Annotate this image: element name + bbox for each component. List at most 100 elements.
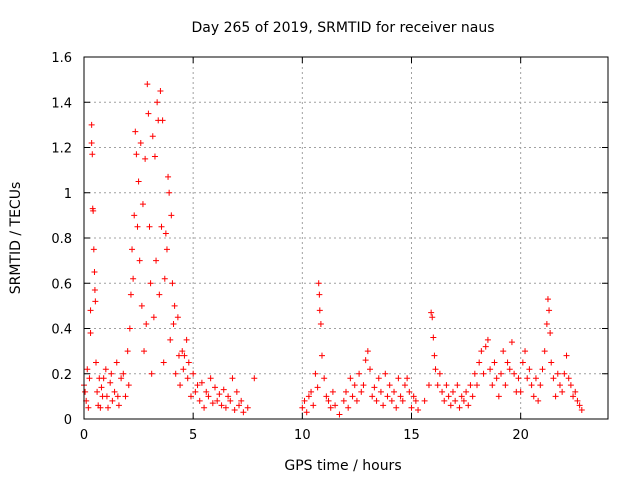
data-point: [482, 343, 489, 350]
data-point: [194, 382, 201, 389]
data-point: [544, 296, 551, 303]
data-point: [84, 366, 91, 373]
grid-lines: [84, 57, 608, 419]
data-point: [547, 330, 554, 337]
data-point: [192, 388, 199, 395]
data-point: [404, 375, 411, 382]
data-point: [360, 382, 367, 389]
data-point: [144, 81, 151, 88]
data-point: [524, 375, 531, 382]
x-tick-label: 5: [189, 428, 197, 443]
data-point: [207, 375, 214, 382]
chart-title: Day 265 of 2019, SRMTID for receiver nau…: [191, 20, 494, 36]
data-point: [165, 173, 172, 180]
data-point: [196, 397, 203, 404]
data-point: [332, 402, 339, 409]
data-point: [349, 393, 356, 400]
data-point: [358, 388, 365, 395]
y-tick-label: 1: [64, 187, 72, 202]
data-point: [487, 366, 494, 373]
data-point: [179, 348, 186, 355]
data-point: [156, 291, 163, 298]
data-point: [89, 151, 96, 158]
data-point: [388, 397, 395, 404]
data-point: [229, 375, 236, 382]
data-point: [175, 352, 182, 359]
x-axis-title: GPS time / hours: [284, 458, 401, 474]
data-point: [92, 298, 99, 305]
data-point: [441, 397, 448, 404]
data-point: [449, 388, 456, 395]
data-point: [362, 357, 369, 364]
data-point: [556, 382, 563, 389]
data-point: [380, 402, 387, 409]
data-point: [539, 366, 546, 373]
data-point: [185, 359, 192, 366]
data-point: [233, 388, 240, 395]
data-point: [447, 402, 454, 409]
data-point: [543, 320, 550, 327]
data-point: [111, 388, 118, 395]
data-point: [114, 393, 121, 400]
axis-ticks: [83, 56, 608, 420]
data-point: [345, 404, 352, 411]
data-point: [425, 382, 432, 389]
data-point: [454, 382, 461, 389]
data-point: [347, 375, 354, 382]
data-point: [190, 370, 197, 377]
data-point: [115, 402, 122, 409]
data-point: [118, 375, 125, 382]
data-point: [399, 397, 406, 404]
data-point: [153, 257, 160, 264]
data-point: [314, 384, 321, 391]
data-point: [251, 375, 258, 382]
data-point: [122, 393, 129, 400]
data-point: [563, 352, 570, 359]
data-point: [443, 382, 450, 389]
data-point: [220, 386, 227, 393]
data-point: [508, 339, 515, 346]
data-point: [107, 379, 114, 386]
data-point: [90, 246, 97, 253]
data-point: [120, 370, 127, 377]
x-tick-label: 10: [294, 428, 311, 443]
data-point: [146, 223, 153, 230]
data-point: [181, 352, 188, 359]
data-point: [369, 393, 376, 400]
data-point: [124, 348, 131, 355]
data-point: [198, 379, 205, 386]
data-point: [177, 382, 184, 389]
data-point: [85, 404, 92, 411]
data-point: [205, 393, 212, 400]
data-point: [401, 382, 408, 389]
y-tick-label: 0.2: [51, 368, 72, 383]
y-tick-label: 1.6: [51, 51, 72, 66]
data-point: [327, 404, 334, 411]
x-tick-label: 15: [403, 428, 420, 443]
data-point: [170, 320, 177, 327]
data-point: [484, 336, 491, 343]
data-point: [431, 352, 438, 359]
data-point: [397, 393, 404, 400]
data-point: [214, 397, 221, 404]
data-point: [132, 128, 139, 135]
data-point: [408, 404, 415, 411]
data-point: [567, 382, 574, 389]
data-point: [90, 207, 97, 214]
data-point: [439, 388, 446, 395]
data-point: [125, 382, 132, 389]
data-point: [172, 370, 179, 377]
data-point: [216, 391, 223, 398]
data-point: [133, 151, 140, 158]
data-point: [576, 402, 583, 409]
data-point: [351, 382, 358, 389]
data-point: [323, 393, 330, 400]
data-point: [452, 397, 459, 404]
data-point: [222, 404, 229, 411]
data-point: [410, 393, 417, 400]
data-point: [105, 404, 112, 411]
data-point: [526, 366, 533, 373]
data-point: [384, 393, 391, 400]
data-point: [127, 291, 134, 298]
